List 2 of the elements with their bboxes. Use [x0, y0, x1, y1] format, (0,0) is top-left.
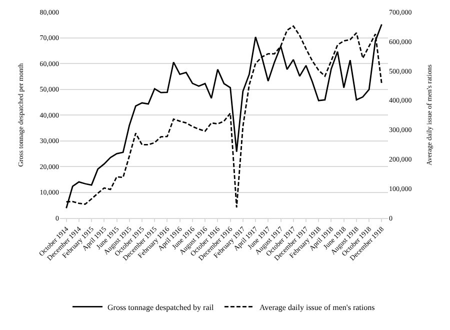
legend-label: Gross tonnage despatched by rail — [108, 302, 214, 312]
legend-label: Average daily issue of men's rations — [259, 302, 375, 312]
